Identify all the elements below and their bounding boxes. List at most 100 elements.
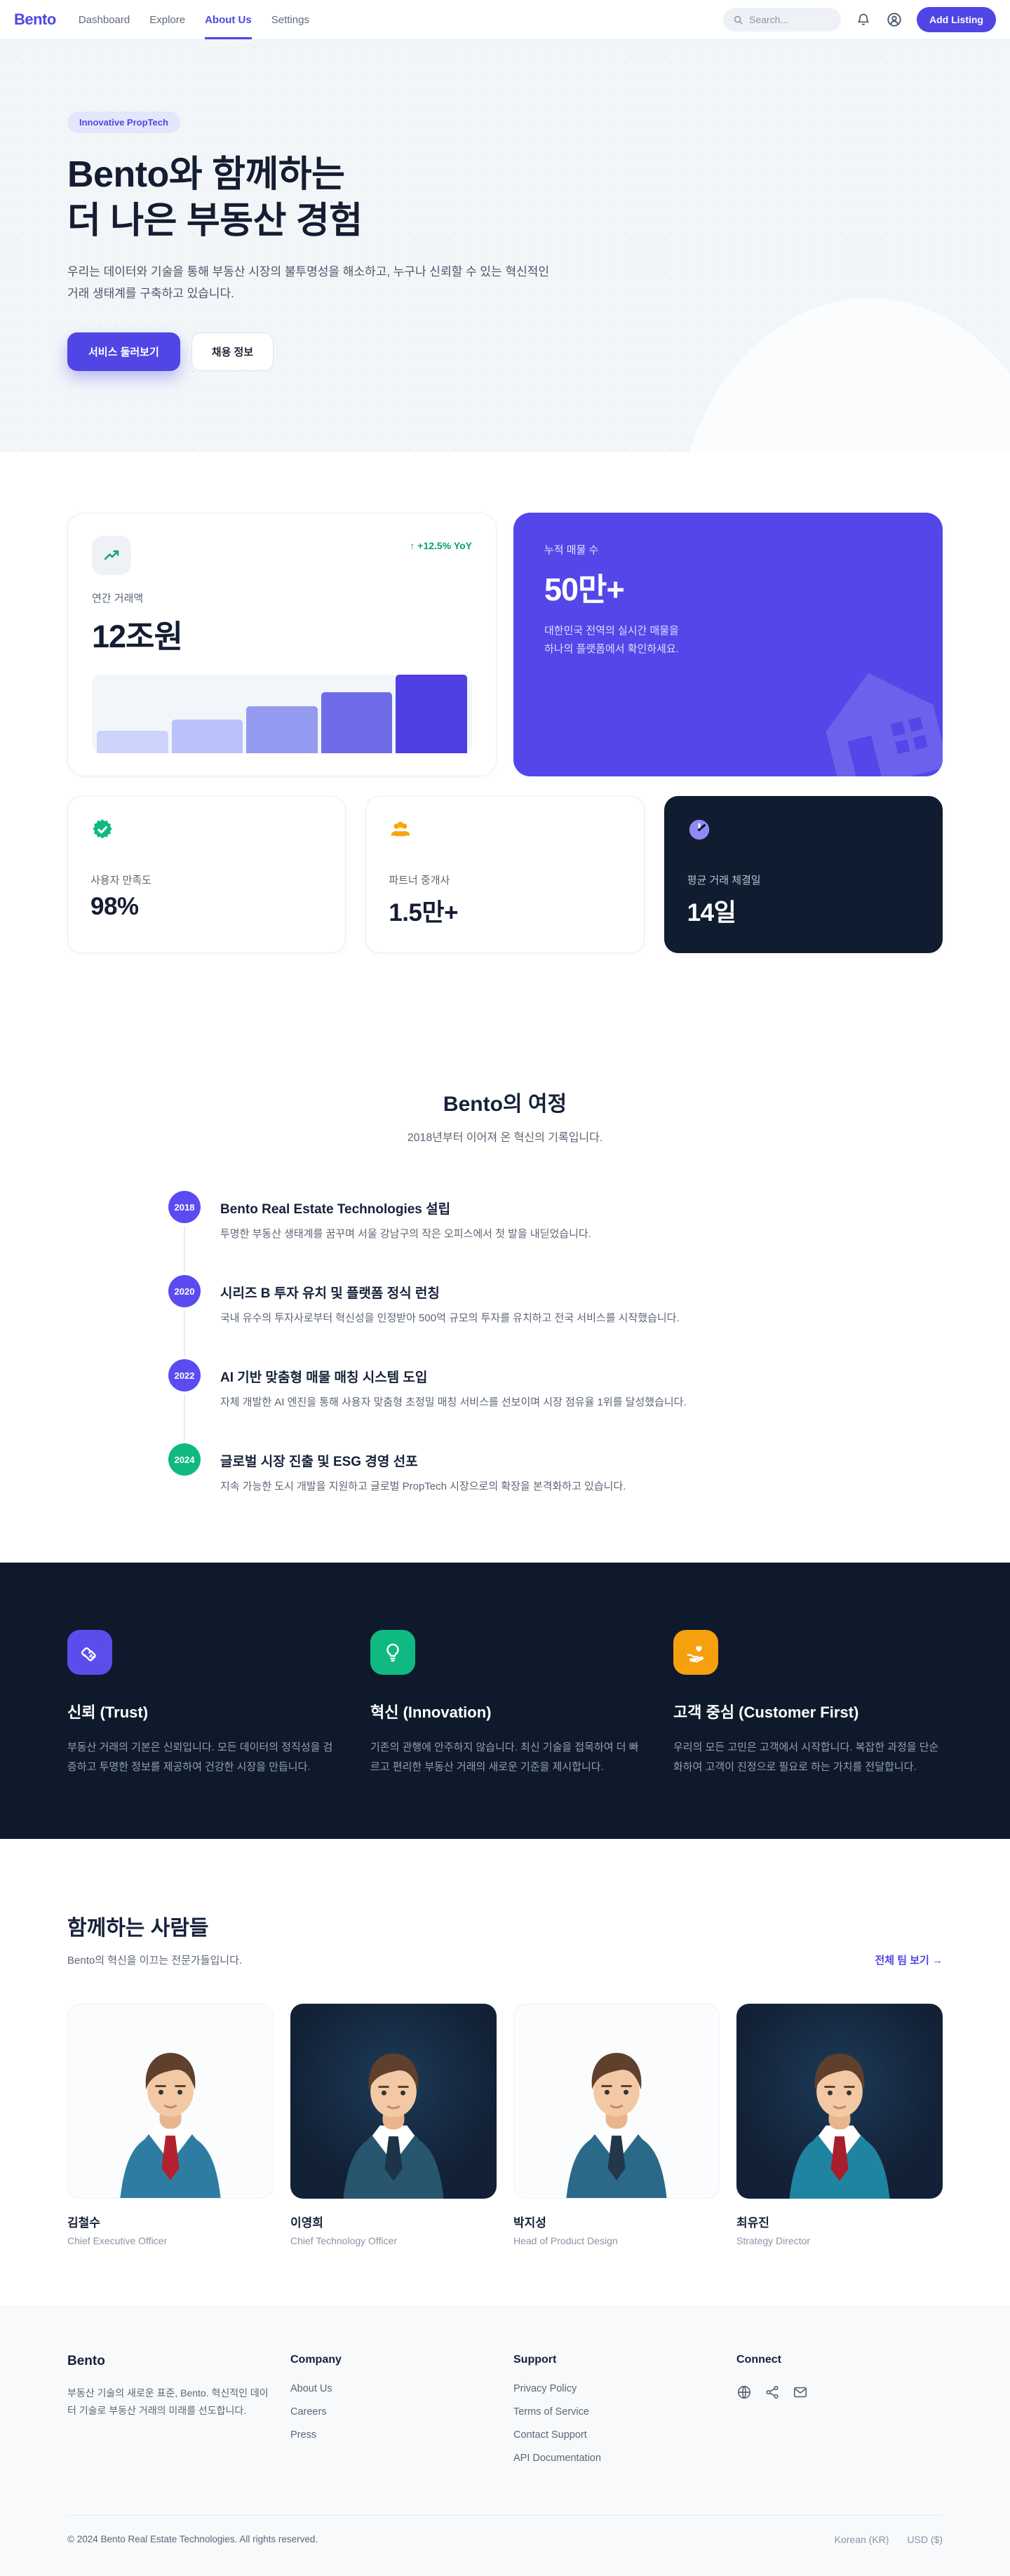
- value-card-trust: 신뢰 (Trust) 부동산 거래의 기본은 신뢰입니다. 모든 데이터의 정직…: [67, 1630, 337, 1777]
- timeline-title: Bento Real Estate Technologies 설립: [220, 1202, 451, 1217]
- hero-description-line1: 우리는 데이터와 기술을 통해 부동산 시장의 불투명성을 해소하고, 누구나 …: [67, 265, 549, 279]
- year-badge-2020: 2020: [168, 1275, 201, 1307]
- footer-link-terms-of-service[interactable]: Terms of Service: [513, 2406, 589, 2417]
- value-title: 고객 중심 (Customer First): [673, 1704, 859, 1721]
- main-nav: Dashboard Explore About Us Settings: [79, 0, 309, 39]
- member-name: 이영희: [290, 2216, 323, 2230]
- footer-link-press[interactable]: Press: [290, 2429, 317, 2441]
- globe-icon[interactable]: [736, 2385, 752, 2400]
- explore-service-button[interactable]: 서비스 둘러보기: [67, 332, 180, 372]
- member-name: 박지성: [513, 2216, 546, 2230]
- footer-link-about-us[interactable]: About Us: [290, 2382, 332, 2394]
- currency-selector[interactable]: USD ($): [907, 2533, 943, 2545]
- view-all-team-link[interactable]: 전체 팀 보기 →: [875, 1954, 943, 1967]
- team-member-card: 최유진 Strategy Director: [736, 2003, 943, 2246]
- closing-days-value: 14일: [687, 899, 736, 926]
- footer-connect-heading: Connect: [736, 2353, 781, 2366]
- add-listing-button[interactable]: Add Listing: [917, 7, 996, 32]
- bento-logo[interactable]: Bento: [14, 11, 56, 28]
- hand-heart-icon: [673, 1630, 718, 1675]
- page-title-line1: Bento와 함께하는: [67, 154, 345, 195]
- year-badge-2024: 2024: [168, 1443, 201, 1476]
- share-icon[interactable]: [765, 2385, 780, 2400]
- timeline-description: 국내 유수의 투자사로부터 혁신성을 인정받아 500억 규모의 투자를 유치하…: [220, 1312, 680, 1324]
- top-navigation-bar: Bento Dashboard Explore About Us Setting…: [0, 0, 1010, 40]
- satisfaction-label: 사용자 만족도: [90, 875, 152, 886]
- cumulative-listings-card: 누적 매물 수 50만+ 대한민국 전역의 실시간 매물을 하나의 플랫폼에서 …: [513, 513, 943, 776]
- value-card-customer-first: 고객 중심 (Customer First) 우리의 모든 고민은 고객에서 시…: [673, 1630, 943, 1777]
- bar-1: [97, 730, 168, 753]
- hero-description: 우리는 데이터와 기술을 통해 부동산 시장의 불투명성을 해소하고, 누구나 …: [67, 262, 943, 304]
- search-icon: [733, 15, 743, 25]
- closing-days-card: 평균 거래 체결일 14일: [664, 796, 943, 953]
- annual-volume-card: ↑ +12.5% YoY 연간 거래액 12조원: [67, 513, 497, 776]
- core-values-section: 신뢰 (Trust) 부동산 거래의 기본은 신뢰입니다. 모든 데이터의 정직…: [0, 1563, 1010, 1839]
- member-avatar[interactable]: [736, 2003, 943, 2199]
- nav-item-explore[interactable]: Explore: [149, 13, 186, 26]
- footer-brand-column: Bento 부동산 기술의 새로운 표준, Bento. 혁신적인 데이터 기술…: [67, 2354, 274, 2476]
- member-role: Chief Executive Officer: [67, 2234, 168, 2246]
- footer-connect-column: Connect: [736, 2354, 943, 2476]
- house-watermark-icon: [826, 673, 943, 776]
- search-input[interactable]: [749, 14, 826, 25]
- timeline-item-2022: 2022 AI 기반 맞춤형 매물 매칭 시스템 도입 자체 개발한 AI 엔진…: [168, 1359, 842, 1443]
- users-icon: [389, 818, 621, 842]
- mail-icon[interactable]: [793, 2385, 808, 2400]
- nav-item-dashboard[interactable]: Dashboard: [78, 13, 130, 26]
- footer-link-careers[interactable]: Careers: [290, 2406, 327, 2417]
- timeline: 2018 Bento Real Estate Technologies 설립 투…: [168, 1191, 842, 1495]
- bar-2: [171, 719, 243, 753]
- page-title: Bento와 함께하는 더 나은 부동산 경험: [67, 152, 943, 244]
- annual-volume-bar-chart: [92, 675, 472, 753]
- member-name: 김철수: [67, 2216, 100, 2230]
- timeline-title: 글로벌 시장 진출 및 ESG 경영 선포: [220, 1455, 418, 1469]
- annual-volume-value: 12조원: [92, 619, 183, 654]
- search-box[interactable]: [723, 8, 841, 32]
- year-badge-2018: 2018: [168, 1191, 201, 1223]
- timeline-description: 투명한 부동산 생태계를 꿈꾸며 서울 강남구의 작은 오피스에서 첫 발을 내…: [220, 1228, 591, 1240]
- footer-description: 부동산 기술의 새로운 표준, Bento. 혁신적인 데이터 기술로 부동산 …: [67, 2385, 271, 2421]
- value-description: 부동산 거래의 기본은 신뢰입니다. 모든 데이터의 정직성을 검증하고 투명한…: [67, 1741, 333, 1773]
- journey-title: Bento의 여정: [443, 1093, 567, 1116]
- trend-up-icon: [92, 536, 131, 575]
- member-role: Head of Product Design: [513, 2234, 618, 2246]
- journey-section: Bento의 여정 2018년부터 이어져 온 혁신의 기록입니다. 2018 …: [0, 1004, 1010, 1563]
- member-avatar[interactable]: [67, 2003, 274, 2199]
- team-member-card: 김철수 Chief Executive Officer: [67, 2003, 274, 2246]
- footer-description-line1: 부동산 기술의 새로운 표준, Bento.: [67, 2387, 209, 2399]
- timeline-title: 시리즈 B 투자 유치 및 플랫폼 정식 런칭: [220, 1286, 440, 1301]
- listings-value: 50만+: [544, 572, 625, 607]
- footer-link-contact-support[interactable]: Contact Support: [513, 2429, 587, 2441]
- footer-link-privacy-policy[interactable]: Privacy Policy: [513, 2382, 577, 2394]
- badge-check-icon: [90, 818, 323, 842]
- value-description: 기존의 관행에 안주하지 않습니다. 최신 기술을 접목하여 더 빠르고 편리한…: [370, 1741, 639, 1773]
- satisfaction-value: 98%: [90, 893, 139, 920]
- careers-info-button[interactable]: 채용 정보: [191, 332, 274, 372]
- nav-item-about-us[interactable]: About Us: [205, 0, 252, 39]
- member-role: Strategy Director: [736, 2234, 811, 2246]
- locale-selector[interactable]: Korean (KR): [834, 2533, 889, 2545]
- listings-description-line2: 하나의 플랫폼에서 확인하세요.: [544, 643, 679, 656]
- hero-description-line2: 거래 생태계를 구축하고 있습니다.: [67, 286, 234, 300]
- listings-description: 대한민국 전역의 실시간 매물을 하나의 플랫폼에서 확인하세요.: [544, 622, 912, 659]
- footer-company-heading: Company: [290, 2353, 342, 2366]
- member-avatar[interactable]: [290, 2003, 497, 2199]
- clock-icon: [687, 818, 920, 842]
- member-avatar[interactable]: [513, 2003, 720, 2199]
- nav-item-settings[interactable]: Settings: [271, 13, 309, 26]
- footer-link-api-documentation[interactable]: API Documentation: [513, 2452, 601, 2464]
- partners-card: 파트너 중개사 1.5만+: [365, 796, 645, 953]
- team-member-card: 이영희 Chief Technology Officer: [290, 2003, 497, 2246]
- user-profile-icon[interactable]: [886, 11, 903, 28]
- timeline-description: 자체 개발한 AI 엔진을 통해 사용자 맞춤형 초정밀 매칭 서비스를 선보이…: [220, 1396, 687, 1408]
- value-card-innovation: 혁신 (Innovation) 기존의 관행에 안주하지 않습니다. 최신 기술…: [370, 1630, 640, 1777]
- notifications-bell-icon[interactable]: [855, 11, 872, 28]
- footer-brand: Bento: [67, 2353, 105, 2368]
- closing-days-label: 평균 거래 체결일: [687, 875, 761, 886]
- value-title: 혁신 (Innovation): [370, 1704, 492, 1721]
- partners-label: 파트너 중개사: [389, 875, 450, 886]
- timeline-title: AI 기반 맞춤형 매물 매칭 시스템 도입: [220, 1370, 428, 1385]
- team-title: 함께하는 사람들: [67, 1916, 209, 1940]
- value-description: 우리의 모든 고민은 고객에서 시작합니다. 복잡한 과정을 단순화하여 고객이…: [673, 1741, 939, 1773]
- footer-company-column: Company About Us Careers Press: [290, 2354, 497, 2476]
